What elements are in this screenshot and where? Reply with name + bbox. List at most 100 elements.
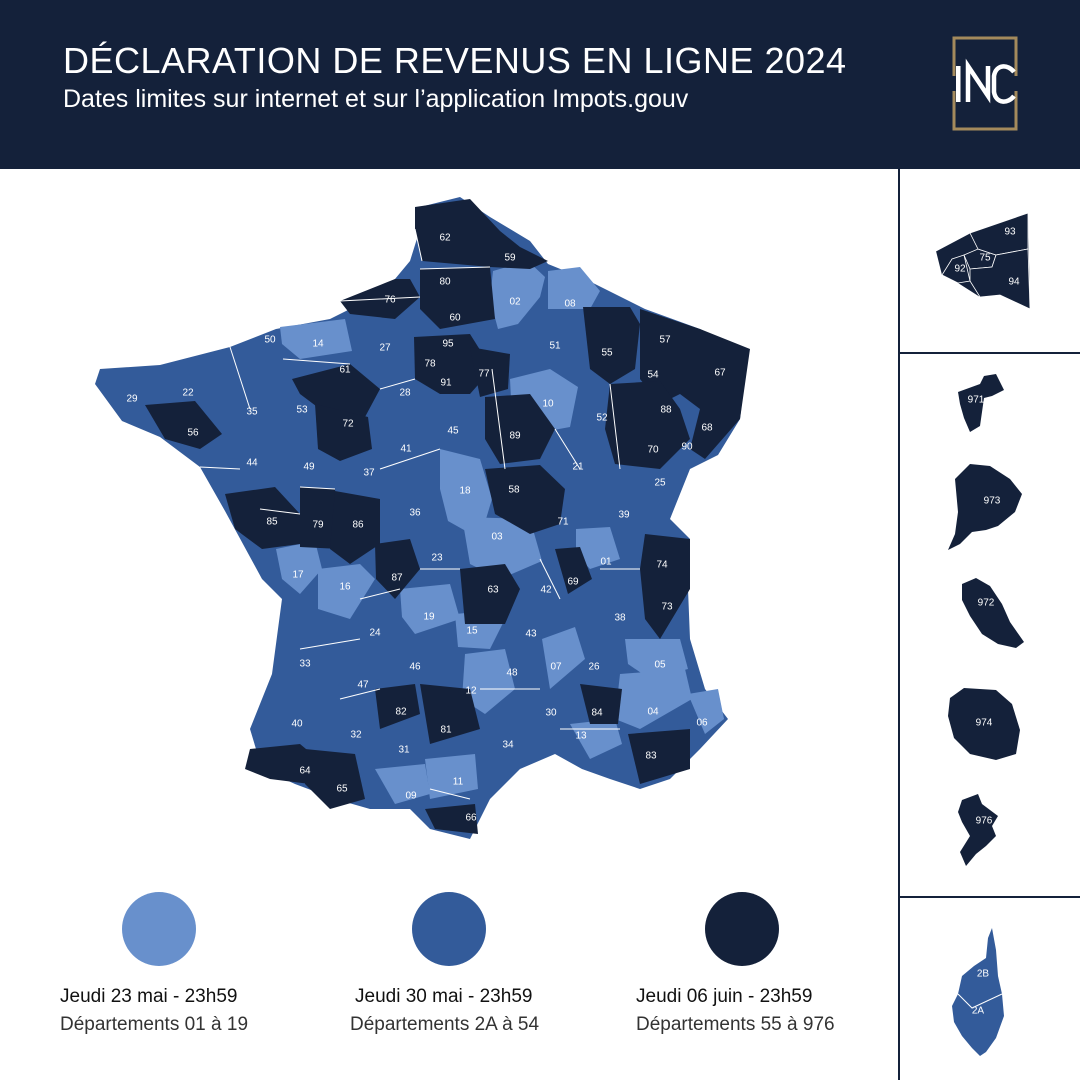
department-label-43: 43 [525,629,537,640]
department-label-59: 59 [504,253,516,264]
department-label-92: 92 [954,264,966,275]
department-label-18: 18 [459,486,471,497]
department-label-58: 58 [508,485,520,496]
department-label-76: 76 [384,295,396,306]
department-label-17: 17 [292,570,304,581]
guyane-shape [948,464,1022,550]
department-label-70: 70 [647,445,659,456]
ile-de-france-inset: 93 92 75 94 [935,212,1031,310]
department-label-15: 15 [466,626,478,637]
department-label-78: 78 [424,359,436,370]
department-label-65: 65 [336,784,348,795]
department-label-67: 67 [714,368,726,379]
department-label-976: 976 [976,816,993,827]
department-label-2B: 2B [977,969,990,980]
department-label-95: 95 [442,339,454,350]
department-label-19: 19 [423,612,435,623]
department-label-73: 73 [661,602,673,613]
france-silhouette [95,197,748,839]
department-label-37: 37 [363,468,375,479]
department-label-09: 09 [405,791,417,802]
department-label-48: 48 [506,668,518,679]
department-label-55: 55 [601,348,613,359]
department-label-12: 12 [465,686,477,697]
department-label-973: 973 [984,496,1001,507]
department-label-47: 47 [357,680,369,691]
department-label-22: 22 [182,388,194,399]
department-label-79: 79 [312,520,324,531]
department-label-81: 81 [440,725,452,736]
department-label-32: 32 [350,730,362,741]
corsica-inset: 2B 2A [952,928,1004,1056]
department-label-68: 68 [701,423,713,434]
department-label-53: 53 [296,405,308,416]
department-label-57: 57 [659,335,671,346]
department-label-16: 16 [339,582,351,593]
department-label-39: 39 [618,510,630,521]
department-label-38: 38 [614,613,626,624]
legend-departments-dark: Départements 55 à 976 [636,1014,835,1035]
department-label-11: 11 [453,777,464,788]
department-label-13: 13 [575,731,587,742]
department-label-62: 62 [439,233,451,244]
department-label-28: 28 [399,388,411,399]
corse-du-sud-shape [952,994,1004,1056]
light-regions [276,261,724,804]
department-label-14: 14 [312,339,324,350]
legend-dot-dark [705,892,779,966]
department-label-44: 44 [246,458,258,469]
department-label-74: 74 [656,560,668,571]
department-label-34: 34 [502,740,514,751]
department-label-29: 29 [126,394,138,405]
department-label-60: 60 [449,313,461,324]
header-banner: DÉCLARATION DE REVENUS EN LIGNE 2024 Dat… [0,0,1080,169]
department-label-26: 26 [588,662,600,673]
department-label-51: 51 [549,341,561,352]
department-label-45: 45 [447,426,459,437]
department-label-42: 42 [540,585,552,596]
france-map: 01 02 03 04 05 06 07 08 09 10 11 12 13 14 15 16 17 18 19 21… [95,197,750,839]
department-label-63: 63 [487,585,499,596]
department-label-01: 01 [600,557,612,568]
department-label-04: 04 [647,707,659,718]
department-label-41: 41 [400,444,412,455]
legend-date-medium: Jeudi 30 mai - 23h59 [355,986,533,1007]
mayotte-shape [958,794,998,866]
department-label-10: 10 [542,399,554,410]
legend-date-light: Jeudi 23 mai - 23h59 [60,986,238,1007]
department-label-72: 72 [342,419,354,430]
page-subtitle: Dates limites sur internet et sur l’appl… [63,85,689,113]
legend-dot-medium [412,892,486,966]
department-label-23: 23 [431,553,443,564]
department-label-972: 972 [978,598,995,609]
department-label-56: 56 [187,428,199,439]
guadeloupe-shape [958,374,1004,432]
department-label-64: 64 [299,766,311,777]
department-label-35: 35 [246,407,258,418]
department-label-24: 24 [369,628,381,639]
department-borders [199,228,640,800]
department-label-46: 46 [409,662,421,673]
overseas-insets: 971 973 972 974 976 [948,374,1024,866]
department-label-30: 30 [545,708,557,719]
department-label-06: 06 [696,718,708,729]
department-label-91: 91 [440,378,452,389]
department-label-80: 80 [439,277,451,288]
department-label-84: 84 [591,708,603,719]
department-label-49: 49 [303,462,315,473]
department-label-87: 87 [391,573,403,584]
department-label-50: 50 [264,335,276,346]
department-label-75: 75 [979,253,991,264]
legend-departments-light: Départements 01 à 19 [60,1014,249,1035]
department-label-94: 94 [1008,277,1020,288]
department-label-974: 974 [976,718,993,729]
department-label-54: 54 [647,370,659,381]
department-label-88: 88 [660,405,672,416]
legend-departments-medium: Départements 2A à 54 [350,1014,540,1035]
inc-logo [952,36,1018,131]
department-label-61: 61 [339,365,351,376]
department-label-77: 77 [478,369,490,380]
legend-date-dark: Jeudi 06 juin - 23h59 [636,986,813,1007]
sidebar-separator-2 [900,896,1080,898]
department-label-66: 66 [465,813,477,824]
